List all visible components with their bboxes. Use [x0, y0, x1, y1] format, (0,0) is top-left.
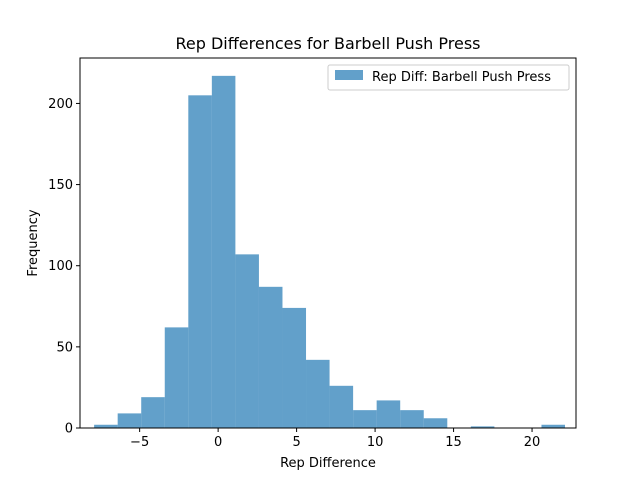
y-tick-label: 100	[48, 259, 73, 274]
histogram-bar	[188, 95, 212, 429]
x-tick-label: 20	[524, 435, 541, 450]
histogram-bar	[141, 397, 165, 428]
histogram-bar	[329, 385, 354, 428]
legend-label: Rep Diff: Barbell Push Press	[372, 70, 551, 85]
histogram-bar	[117, 413, 142, 428]
histogram-bar	[282, 307, 307, 428]
x-tick-label: 0	[214, 435, 222, 450]
x-tick-label: 5	[292, 435, 300, 450]
x-ticks-group: −5 0 5 10 15 20	[130, 428, 540, 450]
x-tick-label: 10	[367, 435, 384, 450]
histogram-bar	[211, 75, 236, 428]
histogram-bar	[541, 424, 566, 428]
histogram-bar	[306, 359, 330, 428]
histogram-bar	[423, 418, 448, 428]
x-tick-label: −5	[130, 435, 149, 450]
y-tick-label: 150	[48, 178, 73, 193]
histogram-bar	[235, 254, 259, 428]
histogram-bar	[400, 410, 424, 428]
y-tick-label: 50	[56, 340, 73, 355]
histogram-bar	[353, 410, 377, 428]
chart-title: Rep Differences for Barbell Push Press	[176, 34, 481, 53]
histogram-bar	[164, 327, 189, 428]
legend-box	[327, 64, 570, 91]
x-axis-label: Rep Difference	[280, 456, 376, 471]
histogram-bar	[470, 426, 495, 428]
axes-frame	[79, 57, 577, 429]
histogram-bar	[94, 424, 118, 428]
y-tick-label: 200	[48, 97, 73, 112]
y-tick-label: 0	[65, 422, 73, 437]
legend: Rep Diff: Barbell Push Press	[327, 64, 570, 91]
legend-swatch	[335, 70, 363, 80]
bars-group	[94, 75, 566, 429]
histogram-bar	[376, 400, 401, 428]
x-tick-label: 15	[445, 435, 462, 450]
y-axis-label: Frequency	[26, 209, 41, 276]
y-ticks-group: 0 50 100 150 200	[48, 97, 80, 437]
histogram-bar	[258, 286, 283, 428]
